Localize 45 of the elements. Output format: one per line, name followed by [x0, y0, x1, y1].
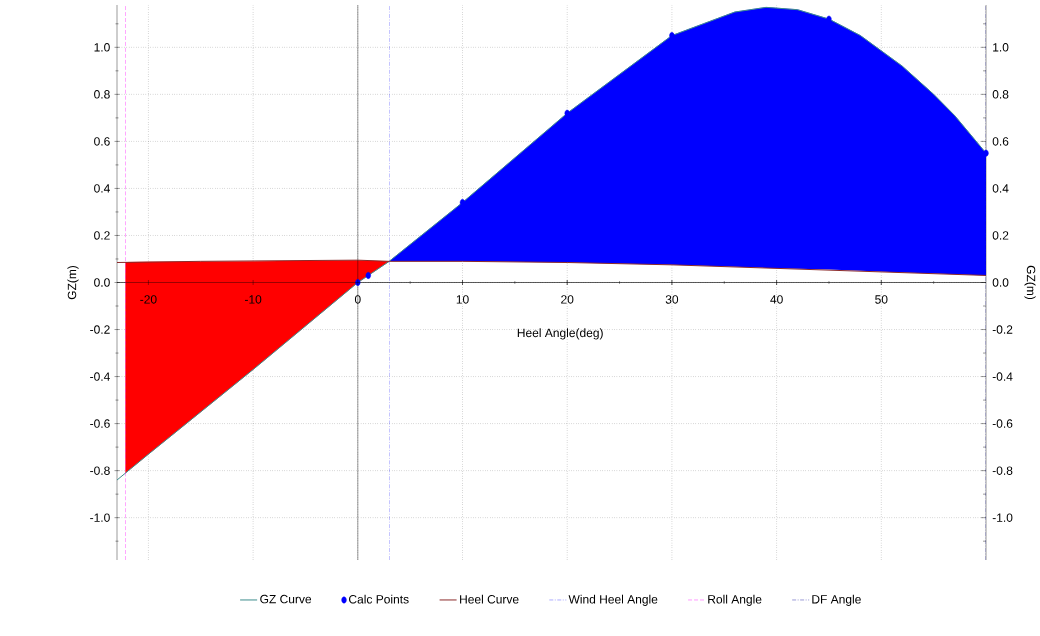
legend-label: DF Angle [812, 594, 861, 606]
y2-tick-label: 0.4 [992, 184, 1009, 193]
x-tick-label: 0 [354, 295, 361, 304]
point [365, 272, 371, 279]
x-tick-label: 10 [456, 295, 469, 304]
y2-tick-label: 0.0 [992, 278, 1009, 287]
y2-tick-label: 0.6 [992, 137, 1009, 146]
point [355, 279, 361, 286]
y-tick-label: 0.4 [94, 184, 110, 193]
x-axis-title: Heel Angle(deg) [517, 328, 603, 340]
point [669, 32, 675, 39]
point [564, 109, 570, 117]
y2-tick-label: 1.0 [993, 43, 1009, 52]
y2-tick-label: 0.2 [992, 231, 1009, 240]
x-tick-label: -20 [140, 295, 157, 304]
y2-tick-label: -0.8 [992, 466, 1013, 475]
y-tick-label: 1.0 [94, 43, 110, 52]
y2-tick-label: 0.8 [992, 90, 1009, 99]
y-tick-label: 0.0 [94, 278, 110, 287]
y2-tick-label: -0.4 [992, 372, 1013, 381]
legend-label: Heel Curve [460, 594, 519, 604]
y-tick-label: -0.4 [90, 372, 110, 381]
legend-label: Wind Heel Angle [568, 594, 658, 606]
x-tick-label: -10 [244, 295, 262, 304]
y-tick-label: -0.2 [90, 325, 110, 334]
x-tick-label: 50 [875, 295, 888, 304]
x-tick-label: 30 [665, 295, 679, 304]
x-tick-label: 40 [770, 295, 783, 304]
legend-label: Roll Angle [708, 594, 762, 606]
y-tick-label: 0.6 [94, 137, 110, 146]
y-tick-label: -1.0 [90, 513, 110, 522]
legend-label: Calc Points [349, 594, 409, 604]
y-tick-label: 0.2 [94, 231, 110, 240]
y2-tick-label: -0.2 [992, 325, 1013, 334]
y-tick-label: -0.8 [90, 466, 110, 475]
y-tick-label: -0.6 [90, 419, 110, 428]
y-axis-title: GZ(m) [67, 265, 79, 300]
point [459, 199, 466, 206]
y2-tick-label: -1.0 [992, 513, 1013, 522]
x-tick-label: 20 [561, 295, 574, 304]
y2-axis-title: GZ(m) [1024, 265, 1036, 300]
y2-tick-label: -0.6 [992, 419, 1013, 428]
y-tick-label: 0.8 [94, 90, 110, 99]
legend-label: GZ Curve [260, 594, 312, 604]
point [983, 149, 989, 157]
